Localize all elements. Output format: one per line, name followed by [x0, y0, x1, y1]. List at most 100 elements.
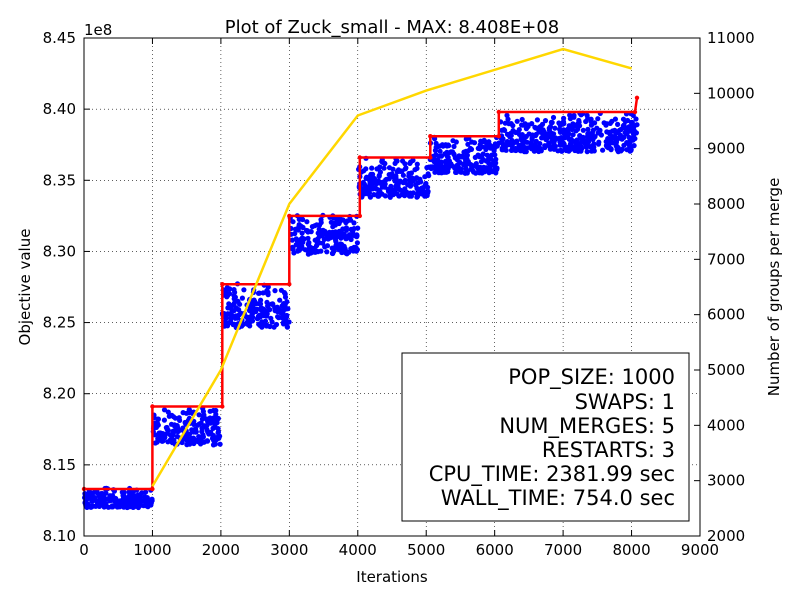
population-point: [573, 142, 579, 148]
population-point: [534, 117, 541, 123]
population-point: [204, 427, 210, 433]
population-point: [394, 180, 400, 186]
population-point: [258, 297, 264, 303]
x-tick-label: 4000: [339, 541, 377, 559]
population-point: [419, 186, 425, 192]
population-point: [318, 248, 324, 254]
best-point: [632, 109, 638, 115]
population-point: [402, 177, 408, 183]
y2-tick-label: 4000: [707, 416, 745, 434]
population-point: [343, 227, 349, 233]
population-point: [451, 151, 457, 157]
population-point: [508, 147, 515, 153]
population-point: [312, 223, 318, 229]
population-point: [225, 293, 231, 299]
population-point: [590, 136, 596, 143]
population-point: [284, 299, 290, 305]
population-point: [437, 148, 443, 154]
population-point: [161, 407, 168, 413]
population-point: [326, 229, 333, 235]
population-point: [262, 320, 268, 326]
population-point: [231, 308, 237, 314]
population-point: [196, 434, 202, 440]
x-tick-label: 9000: [681, 541, 719, 559]
population-point: [614, 146, 620, 152]
population-point: [353, 248, 360, 254]
population-point: [170, 432, 176, 438]
population-point: [486, 170, 492, 176]
population-point: [539, 135, 545, 141]
population-point: [304, 219, 310, 225]
population-point: [339, 233, 345, 239]
population-point: [628, 119, 634, 125]
population-point: [296, 224, 302, 230]
population-point: [483, 165, 489, 171]
population-point: [572, 147, 578, 154]
population-point: [365, 184, 371, 190]
population-point: [465, 141, 471, 147]
population-point: [210, 425, 216, 431]
population-point: [550, 114, 557, 121]
population-point: [569, 126, 575, 133]
population-point: [395, 185, 401, 191]
y-tick-label: 8.40: [43, 100, 76, 118]
population-point: [164, 424, 170, 431]
population-point: [363, 166, 369, 172]
axes-ticks: 0 1000 2000 3000 4000 5000 6000 7000 8000 9000 8.1…: [43, 29, 755, 559]
y-offset-text: 1e8: [84, 21, 112, 39]
y2-tick-label: 10000: [707, 84, 755, 102]
population-point: [596, 139, 602, 145]
y2-tick-label: 3000: [707, 472, 745, 490]
population-point: [561, 127, 567, 133]
population-point: [185, 410, 191, 416]
groups-per-merge-line: [151, 47, 632, 487]
population-point: [492, 144, 498, 150]
population-point: [117, 504, 123, 510]
best-point: [428, 134, 433, 139]
population-point: [225, 305, 231, 311]
population-point: [172, 415, 178, 421]
population-point: [230, 321, 236, 328]
population-point: [428, 164, 434, 170]
population-point: [400, 158, 406, 164]
population-point: [484, 152, 490, 158]
population-point: [137, 500, 143, 506]
population-point: [270, 301, 276, 307]
population-point: [558, 147, 564, 153]
population-point: [594, 125, 600, 131]
population-point: [110, 497, 116, 503]
population-point: [592, 120, 598, 126]
population-segment-7: [496, 110, 640, 155]
population-point: [135, 495, 141, 501]
population-point: [182, 419, 188, 426]
population-point: [386, 165, 393, 171]
population-point: [299, 243, 305, 249]
population-point: [355, 225, 361, 231]
population-point: [504, 139, 510, 145]
population-point: [562, 144, 568, 150]
y2-axis-label: Number of groups per merge: [765, 178, 783, 397]
y-tick-label: 8.30: [43, 242, 76, 260]
population-point: [360, 179, 366, 186]
population-point: [241, 287, 247, 293]
population-point: [381, 165, 387, 171]
population-point: [281, 290, 287, 296]
best-point: [287, 282, 292, 287]
population-point: [613, 130, 619, 136]
population-point: [399, 191, 405, 198]
population-point: [542, 118, 549, 124]
population-segment-2: [150, 405, 223, 448]
population-point: [500, 136, 506, 142]
population-point: [305, 235, 311, 241]
best-point: [220, 282, 225, 287]
population-point: [274, 304, 280, 310]
population-point: [403, 165, 409, 171]
y2-tick-label: 7000: [707, 250, 745, 268]
population-point: [82, 494, 88, 500]
population-point: [607, 131, 613, 137]
population-point: [211, 415, 217, 421]
population-point: [400, 172, 406, 178]
population-point: [492, 164, 498, 170]
population-point: [502, 127, 508, 133]
population-point: [452, 155, 458, 161]
